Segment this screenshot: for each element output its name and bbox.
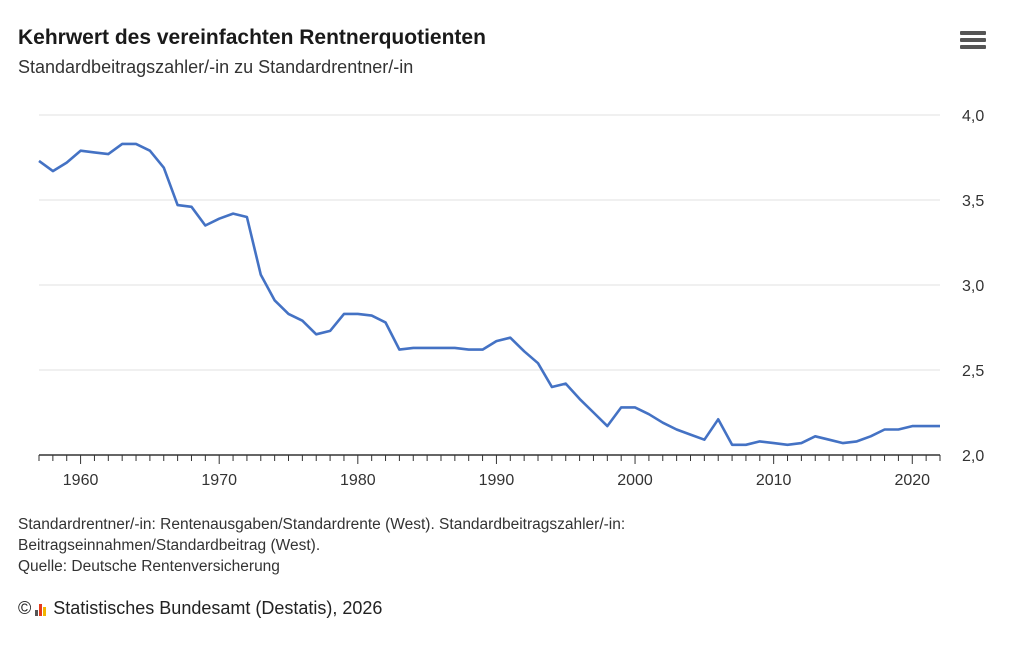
- data-point[interactable]: [784, 441, 792, 449]
- menu-bar: [960, 31, 986, 35]
- data-point[interactable]: [590, 409, 598, 417]
- data-point[interactable]: [160, 164, 168, 172]
- data-point[interactable]: [770, 439, 778, 447]
- footnote: Standardrentner/-in: Rentenausgaben/Stan…: [18, 514, 625, 577]
- footnote-line-2: Beitragseinnahmen/Standardbeitrag (West)…: [18, 537, 321, 554]
- data-point[interactable]: [936, 422, 944, 430]
- data-point[interactable]: [922, 422, 930, 430]
- x-tick-label: 2020: [894, 472, 930, 489]
- data-point[interactable]: [617, 403, 625, 411]
- series-group: [35, 140, 944, 449]
- data-point[interactable]: [174, 201, 182, 209]
- data-point[interactable]: [285, 310, 293, 318]
- data-point[interactable]: [645, 410, 653, 418]
- y-tick-label: 3,5: [962, 193, 984, 210]
- data-point[interactable]: [534, 359, 542, 367]
- destatis-logo-icon: [35, 602, 47, 616]
- data-point[interactable]: [35, 157, 43, 165]
- data-point[interactable]: [825, 436, 833, 444]
- data-point[interactable]: [894, 426, 902, 434]
- data-point[interactable]: [326, 327, 334, 335]
- data-point[interactable]: [756, 437, 764, 445]
- data-point[interactable]: [340, 310, 348, 318]
- data-point[interactable]: [423, 344, 431, 352]
- data-point[interactable]: [409, 344, 417, 352]
- x-tick-label: 1980: [340, 472, 376, 489]
- data-point[interactable]: [118, 140, 126, 148]
- data-point[interactable]: [63, 159, 71, 167]
- data-point[interactable]: [271, 296, 279, 304]
- data-point[interactable]: [354, 310, 362, 318]
- x-axis: 1960 1970 1980 1990 2000 2010 2020: [38, 454, 941, 489]
- chart-subtitle: Standardbeitragszahler/-in zu Standardre…: [18, 57, 414, 77]
- data-point[interactable]: [687, 431, 695, 439]
- data-point[interactable]: [215, 215, 223, 223]
- menu-bar: [960, 45, 986, 49]
- y-tick-label: 4,0: [962, 108, 984, 125]
- x-tick-label: 2010: [756, 472, 792, 489]
- data-point[interactable]: [312, 330, 320, 338]
- data-point[interactable]: [49, 167, 57, 175]
- copyright-text: Statistisches Bundesamt (Destatis), 2026: [53, 598, 383, 618]
- data-point[interactable]: [492, 337, 500, 345]
- data-point[interactable]: [714, 415, 722, 423]
- data-point[interactable]: [257, 271, 265, 279]
- data-point[interactable]: [104, 150, 112, 158]
- data-point[interactable]: [576, 395, 584, 403]
- data-point[interactable]: [742, 441, 750, 449]
- data-point[interactable]: [506, 334, 514, 342]
- data-point[interactable]: [201, 222, 209, 230]
- data-point[interactable]: [811, 432, 819, 440]
- source-note: Quelle: Deutsche Rentenversicherung: [18, 558, 280, 575]
- data-point[interactable]: [395, 346, 403, 354]
- y-tick-label: 2,0: [962, 448, 984, 465]
- data-point[interactable]: [368, 312, 376, 320]
- data-point[interactable]: [77, 147, 85, 155]
- data-point[interactable]: [867, 432, 875, 440]
- x-tick-label: 1960: [63, 472, 99, 489]
- data-point[interactable]: [451, 344, 459, 352]
- data-point[interactable]: [520, 347, 528, 355]
- data-point[interactable]: [188, 203, 196, 211]
- data-point[interactable]: [908, 422, 916, 430]
- y-tick-label: 2,5: [962, 363, 984, 380]
- data-point[interactable]: [562, 380, 570, 388]
- data-point[interactable]: [700, 436, 708, 444]
- grid-lines: [39, 114, 940, 371]
- data-point[interactable]: [728, 441, 736, 449]
- x-tick-label: 2000: [617, 472, 653, 489]
- data-point[interactable]: [479, 346, 487, 354]
- series-line: [38, 142, 940, 447]
- data-point[interactable]: [90, 148, 98, 156]
- data-point[interactable]: [146, 147, 154, 155]
- chart-title: Kehrwert des vereinfachten Rentnerquotie…: [18, 26, 486, 49]
- data-point[interactable]: [548, 383, 556, 391]
- data-point[interactable]: [659, 419, 667, 427]
- data-point[interactable]: [132, 140, 140, 148]
- data-point[interactable]: [243, 213, 251, 221]
- y-tick-label: 3,0: [962, 278, 984, 295]
- data-point[interactable]: [298, 317, 306, 325]
- data-point[interactable]: [465, 346, 473, 354]
- menu-bar: [960, 38, 986, 42]
- data-point[interactable]: [437, 344, 445, 352]
- x-tick-label: 1970: [201, 472, 237, 489]
- y-axis-ticks: 2,0 2,5 3,0 3,5 4,0: [962, 108, 984, 465]
- hamburger-menu-icon[interactable]: [958, 28, 988, 52]
- data-point[interactable]: [881, 426, 889, 434]
- line-chart: 2,0 2,5 3,0 3,5 4,0 1960 1970 1980 1990 2000 2010…: [35, 108, 984, 489]
- copyright: © Statistisches Bundesamt (Destatis), 20…: [18, 598, 382, 619]
- copyright-symbol: ©: [18, 598, 32, 618]
- data-point[interactable]: [631, 403, 639, 411]
- data-point[interactable]: [839, 439, 847, 447]
- data-point[interactable]: [382, 318, 390, 326]
- data-point[interactable]: [229, 210, 237, 218]
- data-point[interactable]: [603, 422, 611, 430]
- data-point[interactable]: [853, 437, 861, 445]
- data-point[interactable]: [673, 426, 681, 434]
- footnote-line-1: Standardrentner/-in: Rentenausgaben/Stan…: [18, 516, 626, 533]
- x-tick-label: 1990: [479, 472, 515, 489]
- data-point[interactable]: [797, 439, 805, 447]
